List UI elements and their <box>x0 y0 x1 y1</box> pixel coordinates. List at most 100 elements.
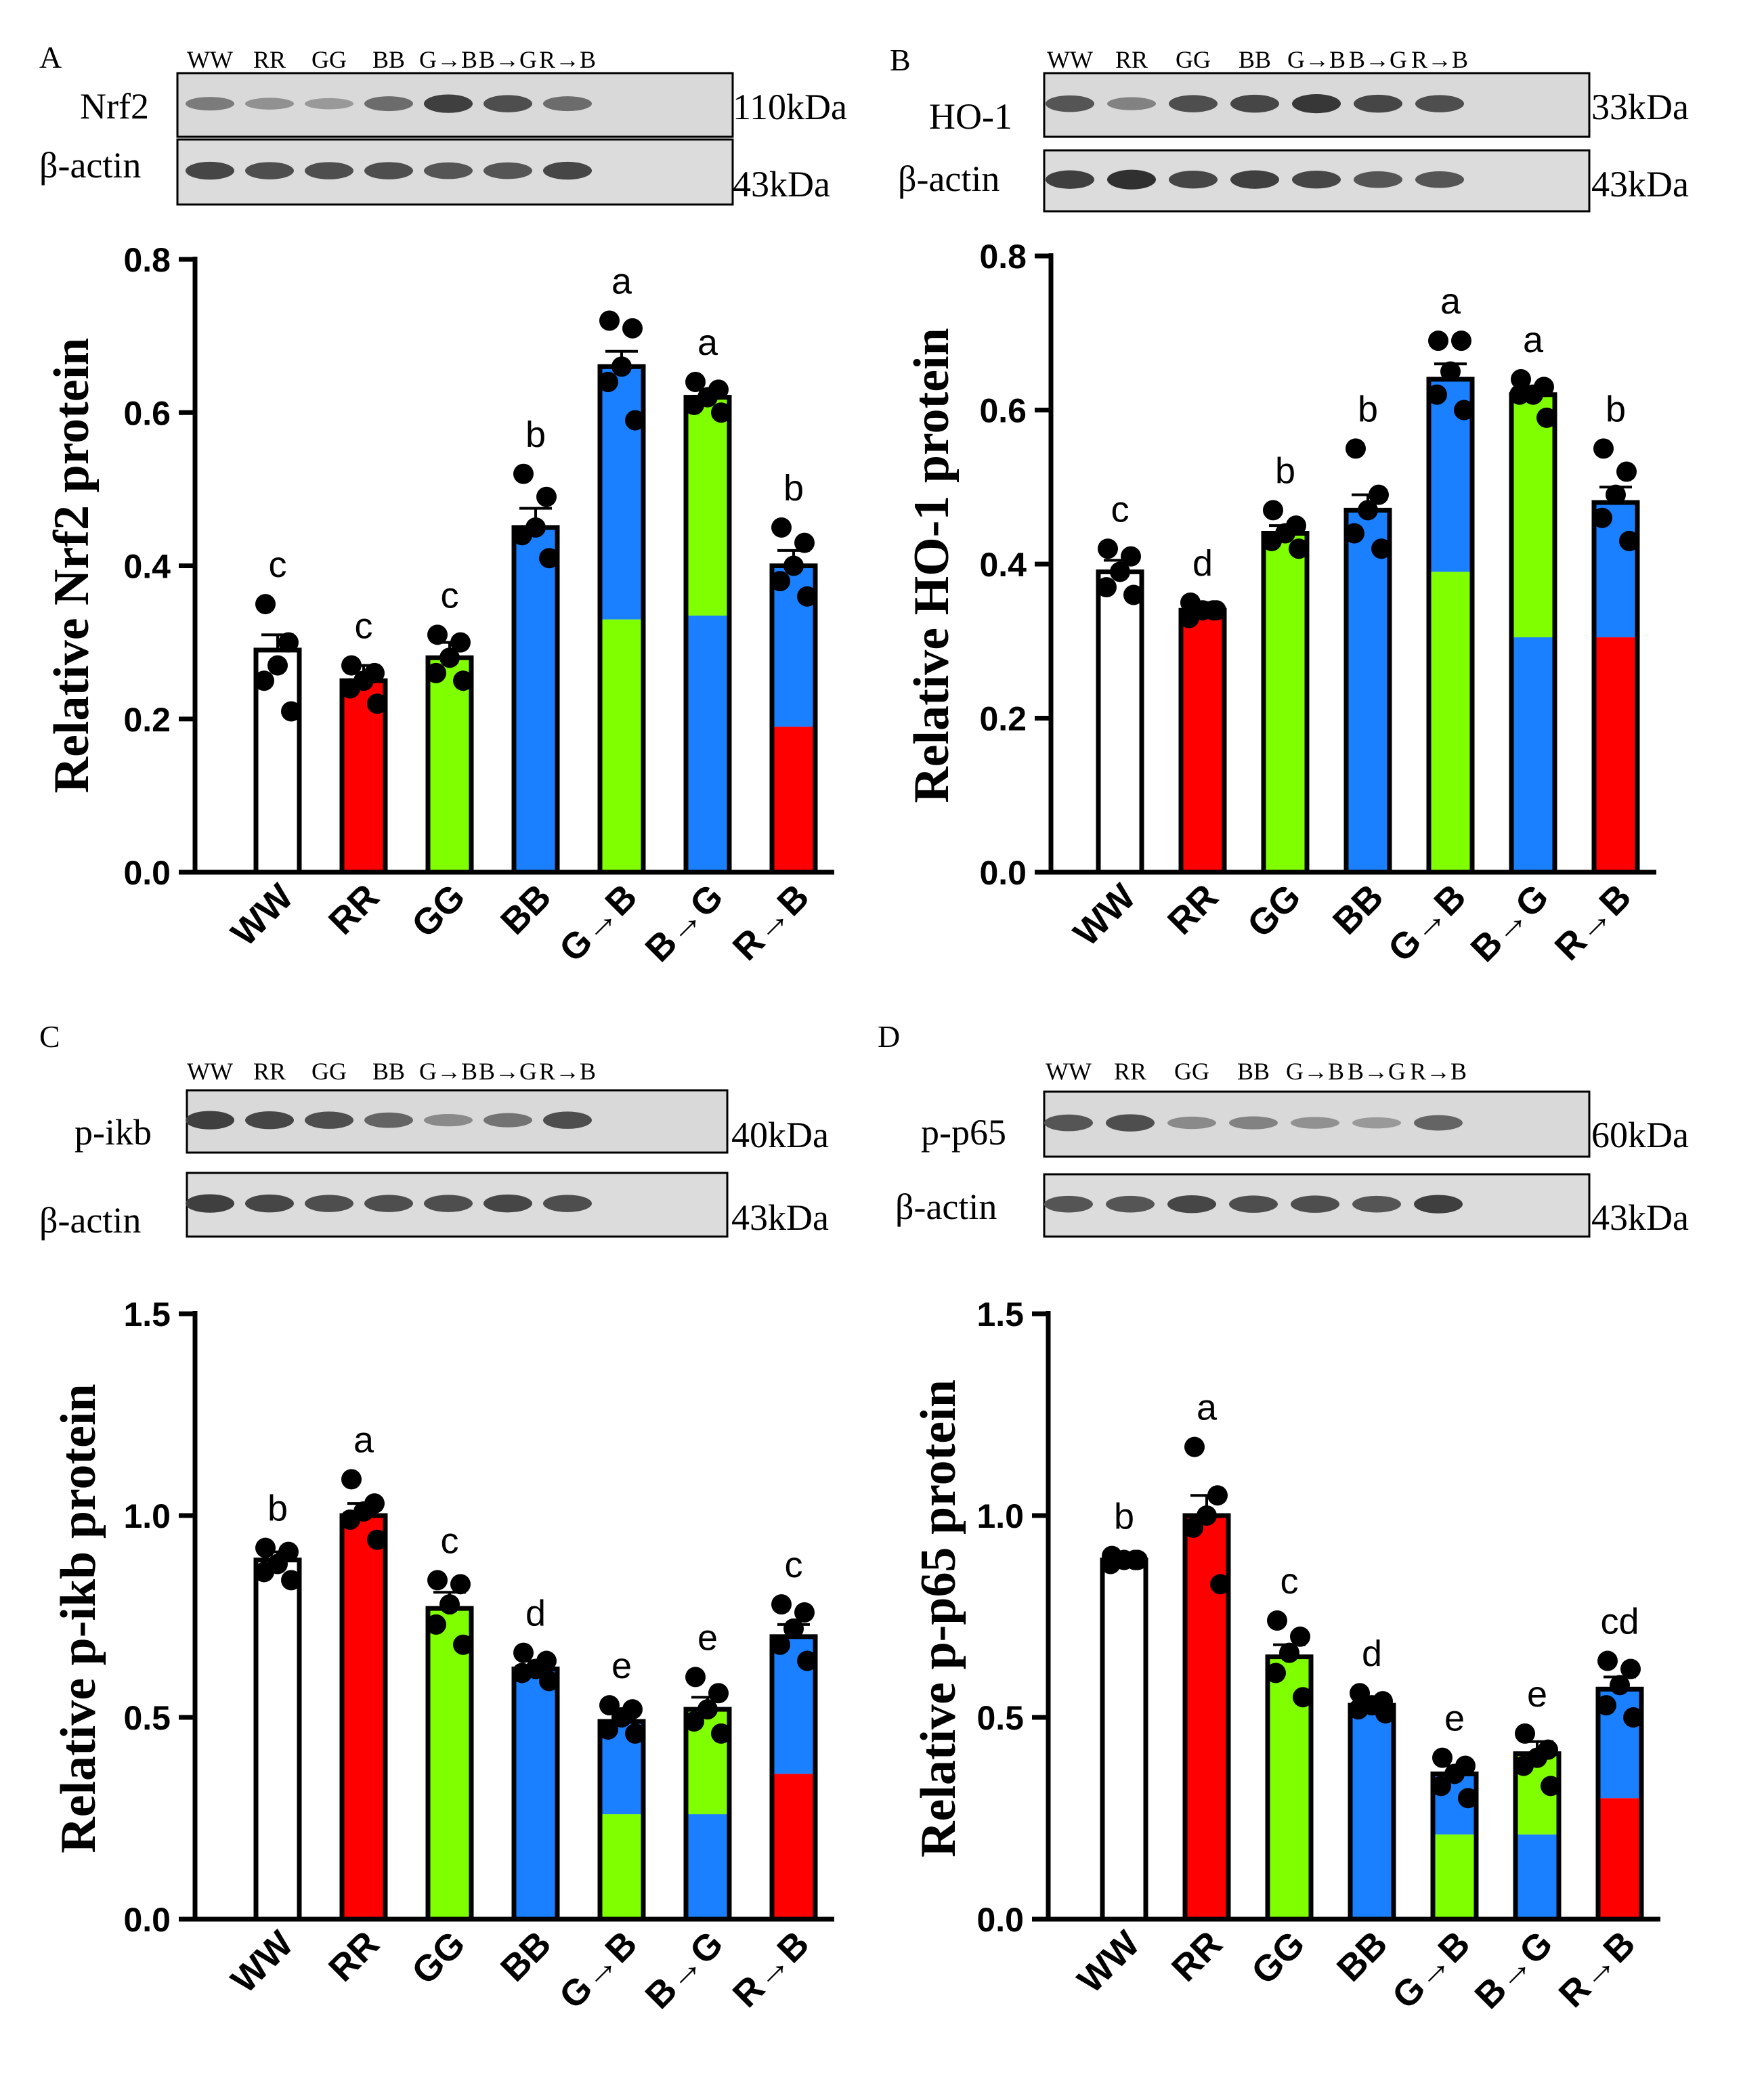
blot-band <box>1414 1115 1463 1131</box>
y-tick-label: 0.2 <box>123 701 171 739</box>
y-tick-label: 0.0 <box>976 1901 1024 1939</box>
blot-band <box>424 162 473 179</box>
data-point <box>1127 1549 1148 1570</box>
panel-letter: A <box>39 40 62 74</box>
data-point <box>1428 330 1448 351</box>
blot-lane-label: WW <box>187 46 233 73</box>
y-tick-label: 0.5 <box>976 1699 1024 1737</box>
y-tick-label: 1.0 <box>976 1497 1024 1535</box>
loading-kda-label: 43kDa <box>733 164 830 205</box>
data-point <box>1293 1687 1313 1708</box>
panel-letter: B <box>890 43 911 77</box>
data-point <box>711 1723 731 1744</box>
data-point <box>1289 538 1309 559</box>
data-point <box>1623 1707 1643 1728</box>
x-category-label: RR <box>1160 876 1226 943</box>
data-point <box>1123 584 1144 605</box>
loading-protein-label: β-actin <box>39 145 141 186</box>
x-category-label: WW <box>223 876 301 954</box>
data-point <box>1536 407 1557 428</box>
x-category-label: B→G <box>638 1923 731 2017</box>
blot-lane-label: G→B <box>1287 46 1346 73</box>
significance-letter: e <box>697 1617 718 1658</box>
bar-segment-top <box>600 366 643 620</box>
blot-band <box>1044 1195 1093 1213</box>
significance-letter: e <box>1444 1698 1465 1739</box>
x-category-label: B→G <box>638 876 731 970</box>
significance-letter: c <box>1111 489 1130 530</box>
data-point <box>450 1574 471 1595</box>
x-category-label: G→B <box>1385 1923 1478 2017</box>
y-tick-label: 0.5 <box>123 1699 171 1737</box>
blot-band <box>1046 170 1094 189</box>
data-point <box>684 1711 704 1732</box>
bar-segment-bottom <box>1598 1798 1641 1919</box>
blot-band <box>543 1111 592 1129</box>
data-point <box>1511 369 1531 389</box>
blot-band <box>1415 95 1464 112</box>
blot-band <box>543 161 592 180</box>
blot-lane-label: GG <box>1176 46 1211 73</box>
data-point <box>278 632 299 653</box>
data-point <box>367 693 387 714</box>
bar-fill <box>428 658 471 872</box>
significance-letter: e <box>1527 1674 1547 1715</box>
bar-segment-bottom <box>1433 1834 1476 1919</box>
data-point <box>599 310 620 331</box>
data-point <box>1267 1610 1287 1631</box>
blot-lane-label: WW <box>1047 46 1093 73</box>
data-point <box>255 594 276 615</box>
data-point <box>513 463 534 484</box>
x-category-label: G→B <box>552 876 645 970</box>
blot-band <box>1352 1117 1401 1129</box>
blot-band <box>543 1195 592 1212</box>
data-point <box>625 410 645 431</box>
data-point <box>771 1594 792 1615</box>
blot-band <box>305 1195 353 1212</box>
target-kda-label: 110kDa <box>733 87 847 127</box>
blot-lane-label: B→G <box>1348 1058 1406 1085</box>
data-point <box>1444 1763 1465 1784</box>
x-category-label: GG <box>404 876 473 945</box>
loading-protein-label: β-actin <box>39 1200 141 1241</box>
data-point <box>539 1671 559 1692</box>
data-point <box>1121 546 1141 567</box>
blot-band <box>1415 171 1464 188</box>
data-point <box>512 1663 532 1684</box>
blot-lane-label: RR <box>1114 1058 1146 1085</box>
blot-lane-label: G→B <box>419 46 477 73</box>
data-point <box>341 655 362 676</box>
data-point <box>783 555 804 576</box>
y-tick-label: 0.6 <box>123 394 171 432</box>
bar-fill <box>256 1560 299 1919</box>
data-point <box>708 1683 729 1704</box>
blot-lane-label: BB <box>1239 46 1271 73</box>
x-category-label: R→B <box>725 1923 817 2015</box>
x-category-label: BB <box>493 876 559 943</box>
y-tick-label: 0.0 <box>123 1901 171 1939</box>
blot-lane-label: R→B <box>1410 1058 1467 1085</box>
blot-band <box>1352 1195 1401 1213</box>
data-point <box>1597 1650 1618 1671</box>
y-tick-label: 1.5 <box>976 1295 1024 1333</box>
data-point <box>426 1614 446 1635</box>
data-point <box>1110 561 1130 582</box>
data-point <box>1279 1642 1299 1663</box>
data-point <box>427 624 448 645</box>
y-axis-label: Relative Nrf2 protein <box>44 338 100 794</box>
bar-segment-bottom <box>1429 572 1472 872</box>
significance-letter: b <box>1114 1497 1134 1537</box>
data-point <box>1098 538 1118 559</box>
blot-band <box>186 161 234 180</box>
panel-a: A WW RR GG BB G→B B→G R→BNrf2β-actin110kDa43kDa… <box>39 40 847 970</box>
bar-fill <box>1350 1705 1394 1919</box>
blot-band <box>1169 171 1218 189</box>
data-point <box>1616 461 1637 482</box>
panel-d: DWW RR GG BB G→B B→G R→Bp-p65β-actin60kDa43kDa… <box>878 1019 1689 2017</box>
blot-band <box>186 1194 234 1213</box>
bar-segment-bottom <box>772 727 815 872</box>
blot-lane-label: R→B <box>539 1058 596 1085</box>
x-category-label: BB <box>493 1923 559 1990</box>
data-point <box>625 1723 645 1744</box>
blot-band <box>424 1195 473 1212</box>
